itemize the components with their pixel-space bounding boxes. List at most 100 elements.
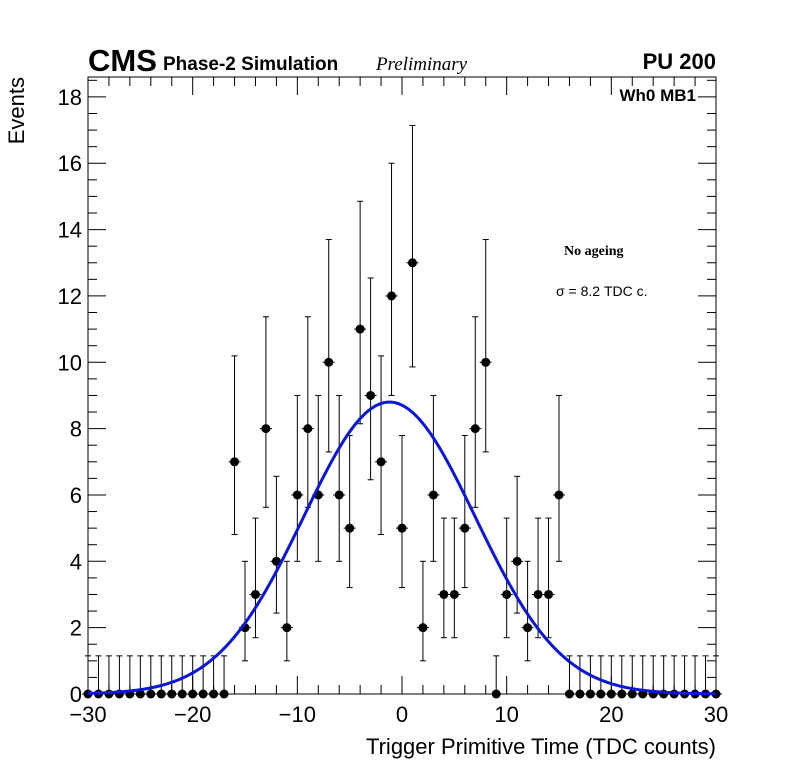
data-point — [553, 394, 565, 562]
data-point — [364, 277, 377, 481]
data-marker — [460, 523, 470, 533]
data-point — [259, 316, 272, 508]
data-marker — [512, 556, 522, 566]
data-marker — [711, 689, 721, 699]
data-marker — [135, 689, 145, 699]
data-marker — [177, 689, 187, 699]
data-point — [542, 517, 555, 639]
data-marker — [564, 689, 574, 699]
x-tick-label: −20 — [174, 702, 211, 727]
data-point — [469, 316, 482, 508]
data-point — [385, 162, 398, 396]
data-marker — [502, 589, 512, 599]
x-tick-label: −10 — [279, 702, 316, 727]
y-tick-label: 6 — [70, 483, 82, 508]
data-point — [280, 560, 293, 662]
x-axis-title: Trigger Primitive Time (TDC counts) — [366, 734, 716, 759]
data-point — [291, 394, 304, 562]
data-marker — [83, 689, 93, 699]
data-point — [322, 238, 335, 453]
region-label: Wh0 MB1 — [620, 86, 697, 105]
data-marker — [156, 689, 166, 699]
data-marker — [282, 623, 292, 633]
ageing-annotation: No ageing — [564, 244, 624, 259]
data-marker — [355, 324, 365, 334]
data-point — [458, 435, 471, 589]
data-marker — [533, 589, 543, 599]
y-tick-label: 12 — [58, 284, 82, 309]
data-point — [573, 655, 586, 699]
preliminary-label: Preliminary — [375, 54, 468, 75]
data-marker — [617, 689, 627, 699]
data-point — [406, 124, 419, 368]
data-point — [437, 517, 450, 639]
data-marker — [627, 689, 637, 699]
data-marker — [418, 623, 428, 633]
data-marker — [606, 689, 616, 699]
data-point — [249, 517, 262, 639]
gaussian-fit-curve — [87, 400, 717, 696]
data-marker — [345, 523, 355, 533]
data-point — [490, 655, 503, 699]
data-point — [594, 655, 607, 699]
data-point — [427, 394, 440, 562]
data-marker — [544, 589, 554, 599]
data-marker — [188, 689, 198, 699]
data-point — [197, 655, 210, 699]
data-point — [375, 355, 388, 536]
data-point — [207, 655, 220, 699]
data-marker — [334, 490, 344, 500]
data-point — [521, 560, 534, 662]
data-marker — [146, 689, 156, 699]
y-tick-label: 10 — [58, 350, 82, 375]
data-marker — [491, 689, 501, 699]
data-point — [479, 238, 492, 453]
data-marker — [470, 424, 480, 434]
data-marker — [376, 457, 386, 467]
data-marker — [250, 589, 260, 599]
data-point — [416, 560, 429, 662]
data-marker — [167, 689, 177, 699]
data-point — [511, 475, 524, 614]
data-marker — [292, 490, 302, 500]
data-marker — [428, 490, 438, 500]
cms-label: CMS — [88, 43, 157, 78]
data-point — [186, 655, 199, 699]
data-point — [615, 655, 628, 699]
y-axis-title: Events — [4, 77, 29, 144]
data-marker — [449, 589, 459, 599]
data-marker — [575, 689, 585, 699]
y-tick-label: 16 — [58, 151, 82, 176]
data-marker — [407, 258, 417, 268]
y-tick-label: 0 — [70, 682, 82, 707]
data-point — [396, 435, 408, 589]
data-point — [134, 655, 147, 699]
y-tick-label: 14 — [58, 218, 82, 243]
data-marker — [387, 291, 397, 301]
data-marker — [261, 424, 271, 434]
x-tick-label: 30 — [704, 702, 728, 727]
data-point — [218, 655, 231, 699]
data-points — [82, 124, 722, 699]
data-point — [710, 655, 722, 699]
data-point — [354, 200, 367, 425]
sigma-annotation: σ = 8.2 TDC c. — [556, 283, 648, 299]
x-tick-label: −30 — [69, 702, 106, 727]
fit-layer — [87, 400, 717, 696]
y-tick-label: 18 — [58, 85, 82, 110]
data-marker — [554, 490, 564, 500]
data-marker — [324, 357, 334, 367]
data-marker — [523, 623, 533, 633]
data-marker — [585, 689, 595, 699]
axes: −30 −20 −10 0 10 20 30 0 2 4 6 8 10 12 14 16 18 — [58, 77, 728, 727]
data-point — [155, 655, 168, 699]
data-point — [343, 435, 356, 589]
y-tick-label: 2 — [70, 616, 82, 641]
data-point — [176, 655, 189, 699]
data-marker — [271, 556, 281, 566]
data-marker — [596, 689, 606, 699]
x-tick-label: 20 — [599, 702, 623, 727]
data-marker — [230, 457, 240, 467]
